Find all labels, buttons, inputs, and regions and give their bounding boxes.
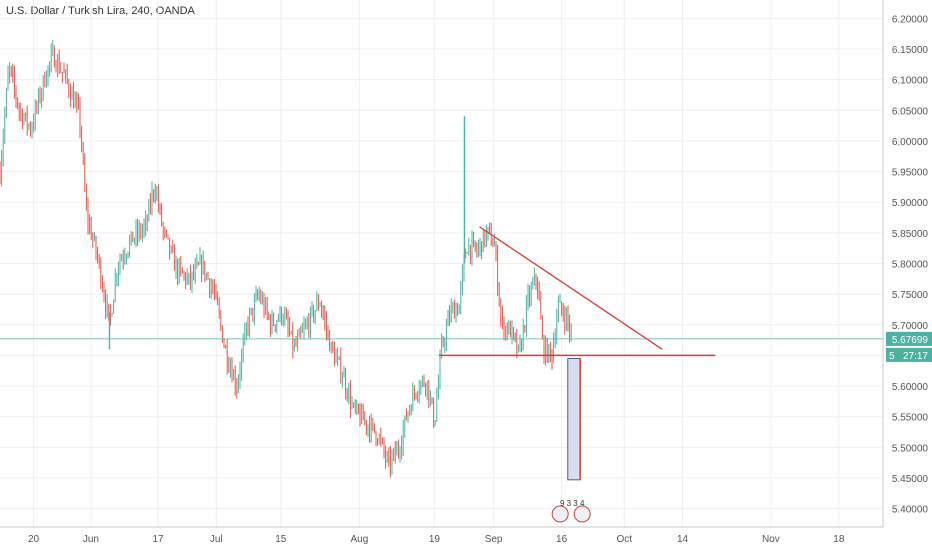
drawings[interactable]: 9 3 3 4 xyxy=(0,226,883,523)
x-tick-label: Oct xyxy=(616,534,632,545)
candles xyxy=(0,39,572,478)
y-tick-label: 5.55000 xyxy=(892,413,929,424)
price-axis[interactable]: 6.20000 6.15000 6.10000 6.05000 6.00000 5.950… xyxy=(882,0,932,527)
y-tick-label: 5.45000 xyxy=(892,474,929,485)
y-tick-label: 6.10000 xyxy=(892,76,929,87)
y-tick-label: 5.95000 xyxy=(892,168,929,179)
y-tick-label: 6.05000 xyxy=(892,106,929,117)
price-label-bg xyxy=(886,331,932,346)
y-tick-label: 5.90000 xyxy=(892,198,929,209)
x-tick-label: 17 xyxy=(152,534,164,545)
event-count-label: 9 3 3 4 xyxy=(560,499,585,508)
x-tick-label: 20 xyxy=(28,534,40,545)
countdown-partial-price: 5 xyxy=(889,351,895,362)
x-tick-label: Jun xyxy=(83,534,99,545)
y-tick-label: 6.00000 xyxy=(892,137,929,148)
y-tick-label: 5.50000 xyxy=(892,443,929,454)
y-tick-label: 5.85000 xyxy=(892,229,929,240)
current-price-label: 5.67699 xyxy=(892,335,929,346)
y-tick-label: 5.70000 xyxy=(892,321,929,332)
y-tick-label: 5.40000 xyxy=(892,505,929,516)
x-tick-label: Sep xyxy=(485,534,503,545)
y-tick-label: 5.75000 xyxy=(892,290,929,301)
countdown-label: 27:17 xyxy=(903,351,928,362)
y-tick-label: 6.20000 xyxy=(892,14,929,25)
grid xyxy=(0,0,883,527)
us-flag-icon xyxy=(551,505,569,523)
x-tick-label: Aug xyxy=(350,534,368,545)
x-tick-label: 19 xyxy=(429,534,441,545)
x-tick-label: 15 xyxy=(275,534,287,545)
x-tick-label: 16 xyxy=(556,534,568,545)
y-tick-label: 6.15000 xyxy=(892,45,929,56)
x-tick-label: 18 xyxy=(833,534,845,545)
descending-trendline xyxy=(479,226,663,350)
countdown-bg xyxy=(886,347,932,362)
x-tick-label: Jul xyxy=(210,534,223,545)
us-flag-icon xyxy=(573,505,591,523)
x-tick-label: 14 xyxy=(677,534,689,545)
x-tick-label: Nov xyxy=(762,534,780,545)
y-tick-label: 5.60000 xyxy=(892,382,929,393)
y-tick-label: 5.80000 xyxy=(892,260,929,271)
time-axis[interactable]: 20 Jun 17 Jul 15 Aug 19 Sep 16 Oct 14 Nov 18 xyxy=(0,526,883,545)
chart-title: U.S. Dollar / Turkish Lira, 240, OANDA xyxy=(6,5,195,17)
target-box xyxy=(567,357,581,481)
